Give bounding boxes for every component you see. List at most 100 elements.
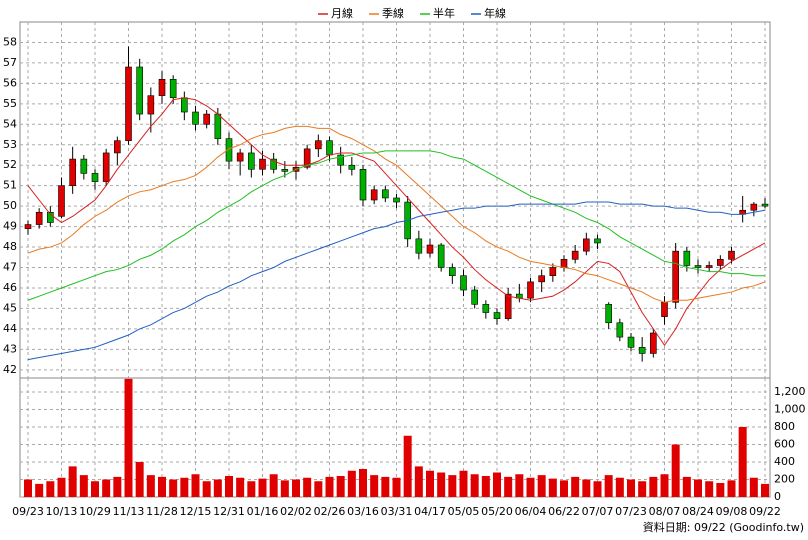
legend-label: 半年: [433, 6, 455, 20]
candle-body: [24, 224, 32, 229]
candle-body: [482, 304, 490, 313]
volume-bar: [258, 478, 267, 497]
candle-body: [717, 259, 724, 266]
x-tick-label: 02/02: [280, 505, 312, 518]
candle-body: [594, 238, 601, 244]
x-tick-label: 07/23: [615, 505, 647, 518]
x-tick-label: 06/22: [548, 505, 580, 518]
candle-body: [337, 154, 344, 166]
candle-body: [683, 250, 691, 266]
volume-bar: [158, 476, 166, 497]
volume-bar: [124, 378, 133, 497]
volume-bar: [113, 476, 122, 497]
volume-bar: [470, 474, 479, 497]
x-tick-label: 10/29: [79, 505, 111, 518]
volume-bar: [46, 481, 55, 497]
y-tick-label: 57: [3, 56, 17, 69]
footer: 資料日期: 09/22 (Goodinfo.tw): [643, 520, 804, 534]
volume-bar: [370, 475, 379, 497]
candle-body: [136, 66, 143, 115]
candle-body: [35, 211, 43, 225]
volume-bar: [91, 481, 99, 497]
x-tick-label: 12/15: [180, 505, 212, 518]
candle-body: [315, 140, 322, 150]
candle-body: [627, 336, 635, 348]
candle-body: [638, 347, 646, 354]
volume-bar: [459, 470, 468, 497]
candle-body: [437, 244, 445, 268]
volume-bar: [292, 479, 300, 497]
volume-bar: [102, 479, 111, 497]
volume-tick-label: 200: [774, 473, 795, 486]
candle-body: [47, 211, 54, 223]
candle-body: [750, 203, 758, 211]
volume-bar: [135, 462, 144, 497]
volume-bar: [761, 483, 769, 497]
x-tick-label: 08/24: [682, 505, 714, 518]
volume-bar: [68, 466, 77, 497]
volume-tick-label: 800: [774, 420, 795, 433]
volume-bar: [749, 477, 758, 497]
candle-body: [91, 173, 99, 182]
volume-bar: [738, 427, 747, 497]
y-tick-label: 47: [3, 261, 17, 274]
legend-label: 月線: [331, 6, 353, 20]
candle-body: [605, 304, 612, 324]
candle-body: [527, 281, 534, 299]
ma-line: [27, 201, 766, 361]
volume-bar: [627, 479, 635, 497]
volume-bar: [716, 483, 725, 497]
volume-bar: [24, 479, 32, 497]
volume-bar: [649, 476, 658, 497]
candle-body: [694, 265, 702, 268]
x-tick-label: 01/16: [247, 505, 279, 518]
legend-label: 年線: [484, 6, 506, 20]
candle-body: [504, 293, 512, 319]
volume-bar: [225, 476, 233, 497]
volume-bar: [359, 469, 367, 497]
candle-body: [303, 148, 311, 168]
volume-bar: [426, 470, 434, 497]
candle-body: [493, 312, 501, 319]
volume-bar: [537, 475, 546, 497]
volume-tick-label: 400: [774, 455, 795, 468]
volume-bar: [269, 474, 278, 497]
candle-body: [125, 66, 132, 141]
candle-body: [181, 97, 188, 113]
y-tick-label: 56: [3, 76, 17, 89]
volume-bar: [347, 470, 356, 497]
candle-body: [471, 289, 478, 305]
x-tick-label: 05/05: [448, 505, 480, 518]
y-tick-label: 50: [3, 199, 17, 212]
candle-body: [348, 164, 356, 170]
x-tick-label: 03/31: [381, 505, 413, 518]
candle-body: [259, 158, 266, 170]
candle-body: [359, 169, 367, 201]
x-tick-label: 11/13: [113, 505, 145, 518]
volume-bar: [560, 480, 568, 497]
candle-body: [449, 267, 456, 277]
volume-bar: [414, 466, 423, 497]
volume-bar: [146, 475, 155, 497]
candle-body: [281, 169, 289, 172]
volume-bar: [604, 475, 613, 497]
candle-body: [169, 78, 177, 99]
volume-bar: [593, 481, 602, 497]
volume-bar: [682, 476, 691, 497]
candle-body: [382, 189, 389, 199]
candle-body: [114, 140, 121, 154]
volume-bar: [448, 475, 457, 497]
volume-bar: [638, 481, 647, 497]
volume-tick-label: 1,200: [774, 385, 806, 398]
candle-body: [761, 203, 769, 207]
candle-body: [69, 158, 76, 186]
volume-tick-label: 1,000: [774, 403, 806, 416]
y-tick-label: 52: [3, 158, 17, 171]
volume-bar: [236, 477, 245, 497]
candle-body: [158, 78, 166, 96]
x-tick-label: 09/08: [716, 505, 748, 518]
volume-bar: [336, 476, 345, 497]
x-tick-label: 09/23: [12, 505, 44, 518]
x-tick-label: 03/16: [347, 505, 379, 518]
